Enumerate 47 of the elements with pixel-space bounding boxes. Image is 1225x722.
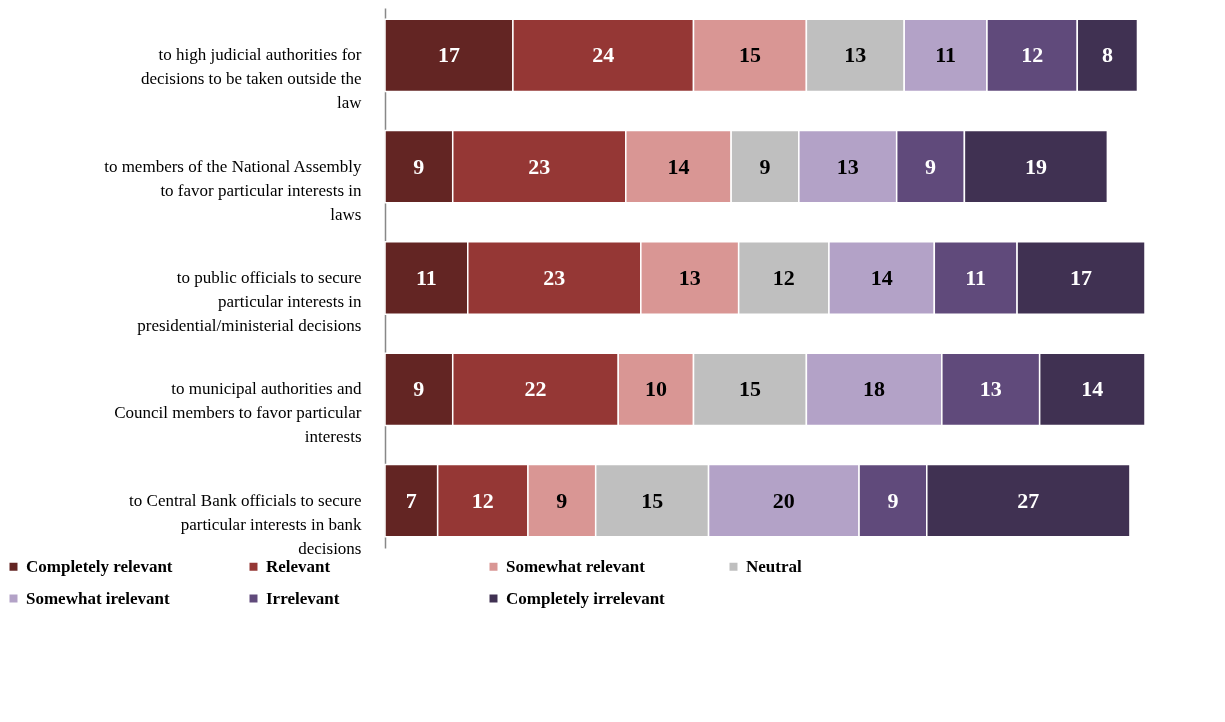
data-label: 15	[641, 487, 664, 513]
data-label: 12	[471, 487, 494, 513]
data-label: 20	[772, 487, 795, 513]
data-label: 11	[415, 265, 437, 290]
data-label: 12	[772, 265, 795, 290]
data-label: 19	[1024, 153, 1047, 179]
data-label: 23	[528, 153, 551, 179]
data-label: 27	[1017, 487, 1040, 513]
data-label: 9	[887, 487, 899, 513]
data-label: 13	[844, 42, 867, 68]
data-label: 11	[965, 265, 987, 290]
data-label: 13	[678, 265, 701, 290]
data-label: 8	[1101, 42, 1113, 68]
y-tick-label: to Central Bank officials to secure particular interests in bank decisions	[129, 490, 362, 558]
data-label: 11	[935, 42, 956, 68]
data-label: 9	[759, 153, 771, 179]
legend-label: Somewhat irelevant	[26, 588, 171, 608]
y-tick-label: to high judicial authorities for decisions to be taken outside the law	[141, 45, 363, 113]
legend-label: Completely relevant	[26, 556, 173, 576]
data-label: 14	[870, 265, 893, 290]
y-tick-label: to municipal authorities and Council members to favor particular interests	[114, 379, 362, 447]
legend-label: Irrelevant	[266, 588, 340, 608]
data-label: 23	[543, 265, 566, 290]
data-label: 22	[524, 376, 547, 402]
data-label: 9	[925, 153, 937, 179]
data-label: 18	[863, 376, 886, 402]
data-label: 7	[405, 487, 417, 513]
legend-label: Neutral	[746, 556, 802, 576]
legend-label: Relevant	[266, 556, 331, 576]
data-label: 9	[556, 487, 568, 513]
data-label: 17	[437, 42, 460, 68]
data-label: 17	[1070, 265, 1093, 290]
data-label: 9	[413, 153, 425, 179]
data-label: 13	[836, 153, 859, 179]
data-label: 15	[738, 42, 761, 68]
data-label: 24	[592, 42, 615, 68]
legend-label: Completely irrelevant	[506, 588, 666, 608]
data-label: 14	[667, 153, 690, 179]
data-label: 14	[1081, 376, 1104, 402]
data-label: 13	[979, 376, 1002, 402]
data-label: 10	[644, 376, 667, 402]
legend-label: Somewhat relevant	[506, 556, 646, 576]
data-label: 9	[413, 376, 425, 402]
data-label: 12	[1021, 42, 1044, 68]
y-tick-label: to members of the National Assembly to favor particular interests in laws	[104, 156, 362, 224]
data-label: 15	[738, 376, 761, 402]
y-tick-label: to public officials to secure particular interests in presidential/ministerial decisions	[137, 268, 362, 335]
